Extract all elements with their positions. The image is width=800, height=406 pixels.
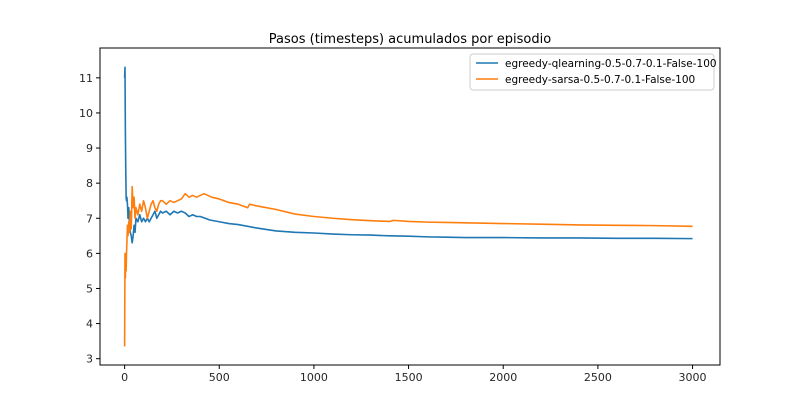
legend-label-2: egreedy-sarsa-0.5-0.7-0.1-False-100 [505,74,695,86]
y-tick-label: 3 [86,353,93,366]
y-tick-label: 9 [86,142,93,155]
y-tick-label: 7 [86,212,93,225]
series-line-2 [123,185,693,347]
y-axis: 3 4 5 6 7 8 9 10 11 [79,72,100,366]
series-layer [123,66,693,347]
chart-title: Pasos (timesteps) acumulados por episodi… [269,32,551,47]
y-tick-label: 11 [79,72,93,85]
y-tick-label: 6 [86,247,93,260]
y-tick-label: 5 [86,282,93,295]
x-tick-label: 2500 [584,371,612,384]
legend-label-1: egreedy-qlearning-0.5-0.7-0.1-False-100 [505,58,717,70]
x-tick-label: 500 [209,371,230,384]
plot-frame [99,47,721,366]
y-tick-label: 4 [86,318,93,331]
x-tick-label: 0 [121,371,128,384]
x-axis: 0 500 1000 1500 2000 2500 3000 [121,365,707,384]
x-tick-label: 2000 [489,371,517,384]
legend: egreedy-qlearning-0.5-0.7-0.1-False-100 e… [469,53,717,91]
plot-area: 0 500 1000 1500 2000 2500 3000 3 4 5 6 7 8 9 10 11 [79,47,721,384]
y-tick-label: 8 [86,177,93,190]
y-tick-label: 10 [79,107,93,120]
x-tick-label: 1000 [300,371,328,384]
legend-frame [469,53,715,91]
x-tick-label: 3000 [679,371,707,384]
x-tick-label: 1500 [395,371,423,384]
